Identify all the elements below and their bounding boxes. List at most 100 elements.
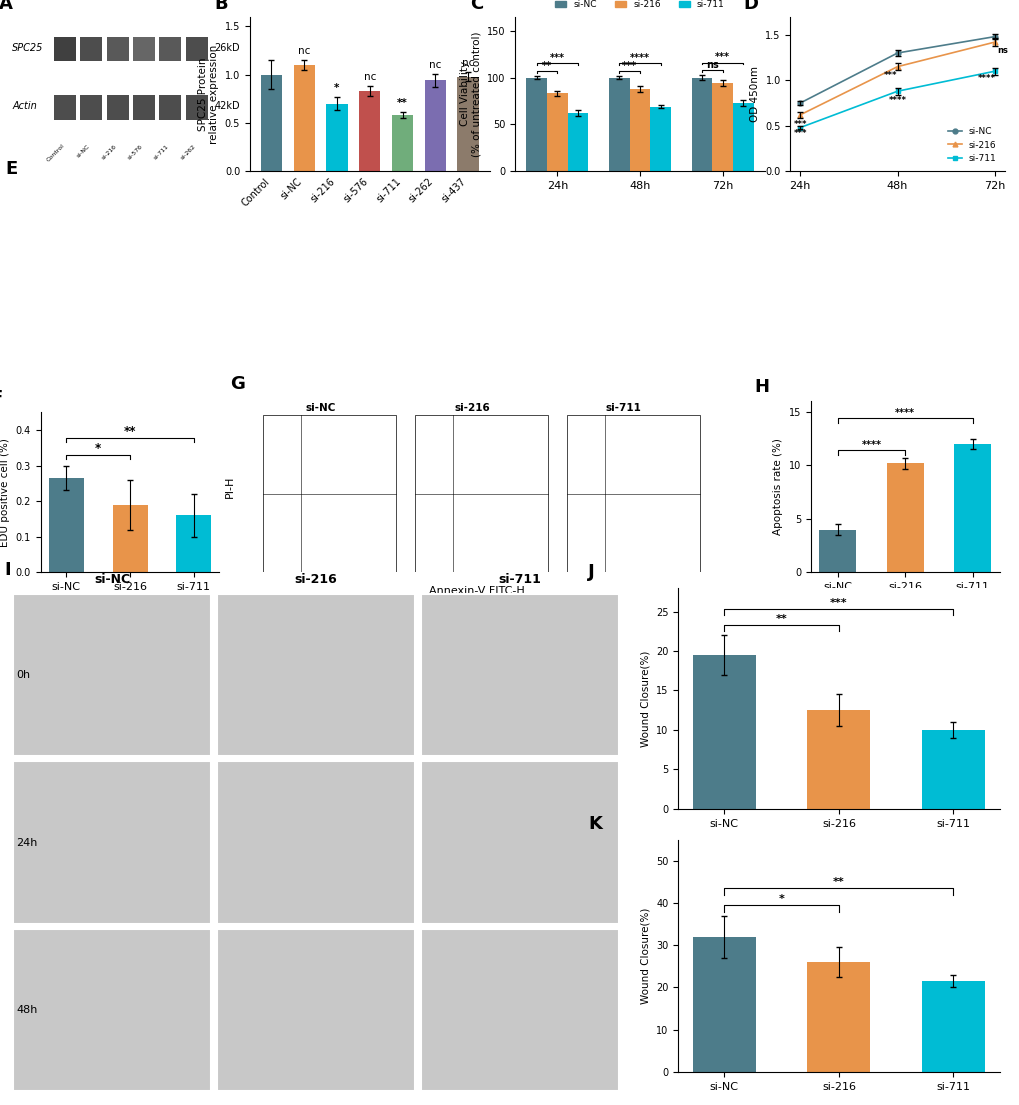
Bar (421, 593, 619, 756)
Text: Actin: Actin (12, 102, 37, 112)
Bar (107, 36, 128, 62)
Text: ***: *** (549, 53, 565, 63)
Text: ***: *** (793, 120, 806, 129)
si-216 (794, 108, 806, 122)
Text: si-NC: si-NC (94, 573, 130, 586)
Bar (421, 761, 619, 924)
Bar (54, 36, 76, 62)
Text: K: K (588, 814, 601, 833)
Bar (49, 478, 84, 572)
Text: E: E (5, 160, 17, 178)
Bar (217, 761, 415, 924)
Text: ***: *** (622, 61, 637, 71)
Text: **: ** (541, 61, 551, 71)
Text: nc: nc (462, 57, 474, 67)
Text: si-216: si-216 (101, 144, 117, 160)
si-711 (891, 85, 903, 98)
Text: Annexin-V FITC-H: Annexin-V FITC-H (429, 586, 524, 596)
Text: si-262: si-262 (179, 144, 197, 160)
Text: si-711: si-711 (498, 573, 541, 586)
Bar (13, 593, 211, 756)
Text: C: C (470, 0, 483, 13)
Bar (293, 65, 315, 171)
Y-axis label: EDU positive cell (%): EDU positive cell (%) (0, 438, 10, 547)
Text: ****: **** (861, 441, 880, 451)
Text: *: * (95, 442, 101, 454)
Bar (107, 95, 128, 120)
Text: nc: nc (363, 72, 376, 82)
Text: **: ** (123, 424, 137, 438)
Y-axis label: Wound Closure(%): Wound Closure(%) (640, 650, 650, 747)
Bar (711, 83, 733, 171)
Text: 26kD: 26kD (214, 42, 239, 53)
Bar (921, 981, 984, 1072)
Bar (391, 115, 413, 171)
Text: si-216: si-216 (453, 403, 489, 413)
Bar (81, 95, 102, 120)
Bar (159, 95, 181, 120)
Text: ns: ns (705, 60, 718, 70)
Bar (629, 88, 650, 171)
Text: 48h: 48h (16, 1006, 38, 1015)
Bar (457, 76, 478, 171)
Y-axis label: Apoptosis rate (%): Apoptosis rate (%) (772, 439, 783, 535)
si-216 (987, 35, 1000, 49)
Text: 24h: 24h (16, 838, 38, 848)
Y-axis label: OD 450nm: OD 450nm (749, 66, 759, 122)
si-NC (987, 30, 1000, 43)
Bar (568, 113, 588, 171)
Bar (132, 36, 155, 62)
Text: ***: *** (714, 52, 730, 62)
Text: si-711: si-711 (153, 144, 170, 160)
Text: **: ** (775, 614, 787, 624)
Text: Control: Control (45, 144, 65, 164)
Text: ****: **** (630, 53, 649, 63)
Text: si-576: si-576 (127, 144, 144, 160)
Text: 0h: 0h (16, 670, 31, 680)
Bar (953, 444, 990, 572)
Bar (217, 593, 415, 756)
Text: F: F (0, 389, 3, 408)
Text: nc: nc (298, 46, 310, 56)
si-NC (891, 46, 903, 60)
Text: J: J (588, 564, 594, 581)
Bar (185, 95, 208, 120)
Bar (13, 761, 211, 924)
Bar (807, 962, 869, 1072)
Line: si-NC: si-NC (797, 34, 997, 105)
Bar (159, 36, 181, 62)
si-711 (794, 120, 806, 134)
Text: ****: **** (895, 408, 914, 419)
Bar (691, 77, 711, 171)
Bar (112, 505, 148, 572)
Text: ***: *** (793, 129, 806, 138)
Bar (546, 94, 568, 171)
Y-axis label: Wound Closure(%): Wound Closure(%) (640, 907, 650, 1004)
Bar (185, 36, 208, 62)
si-NC (794, 96, 806, 109)
Bar (261, 75, 282, 171)
Bar (807, 711, 869, 809)
Legend: si-NC, si-216, si-711: si-NC, si-216, si-711 (944, 124, 1000, 167)
Bar (176, 515, 211, 572)
si-216 (891, 60, 903, 73)
Text: PI-H: PI-H (225, 475, 234, 498)
Text: *: * (777, 894, 784, 904)
Bar (526, 77, 546, 171)
Text: nc: nc (429, 60, 441, 70)
Bar (421, 929, 619, 1092)
Bar (359, 91, 380, 171)
Bar (608, 77, 629, 171)
Y-axis label: Cell Viability
(% of untreated control): Cell Viability (% of untreated control) (460, 31, 481, 157)
Text: SPC25: SPC25 (12, 42, 44, 53)
Text: G: G (230, 375, 245, 392)
Y-axis label: SPC25 Protein
relative expression: SPC25 Protein relative expression (198, 44, 219, 144)
Line: si-711: si-711 (797, 69, 997, 130)
Bar (326, 104, 347, 171)
Bar (733, 103, 753, 171)
Line: si-216: si-216 (797, 40, 997, 117)
Text: **: ** (833, 877, 844, 887)
Bar (132, 95, 155, 120)
si-711 (987, 64, 1000, 77)
Bar (54, 95, 76, 120)
